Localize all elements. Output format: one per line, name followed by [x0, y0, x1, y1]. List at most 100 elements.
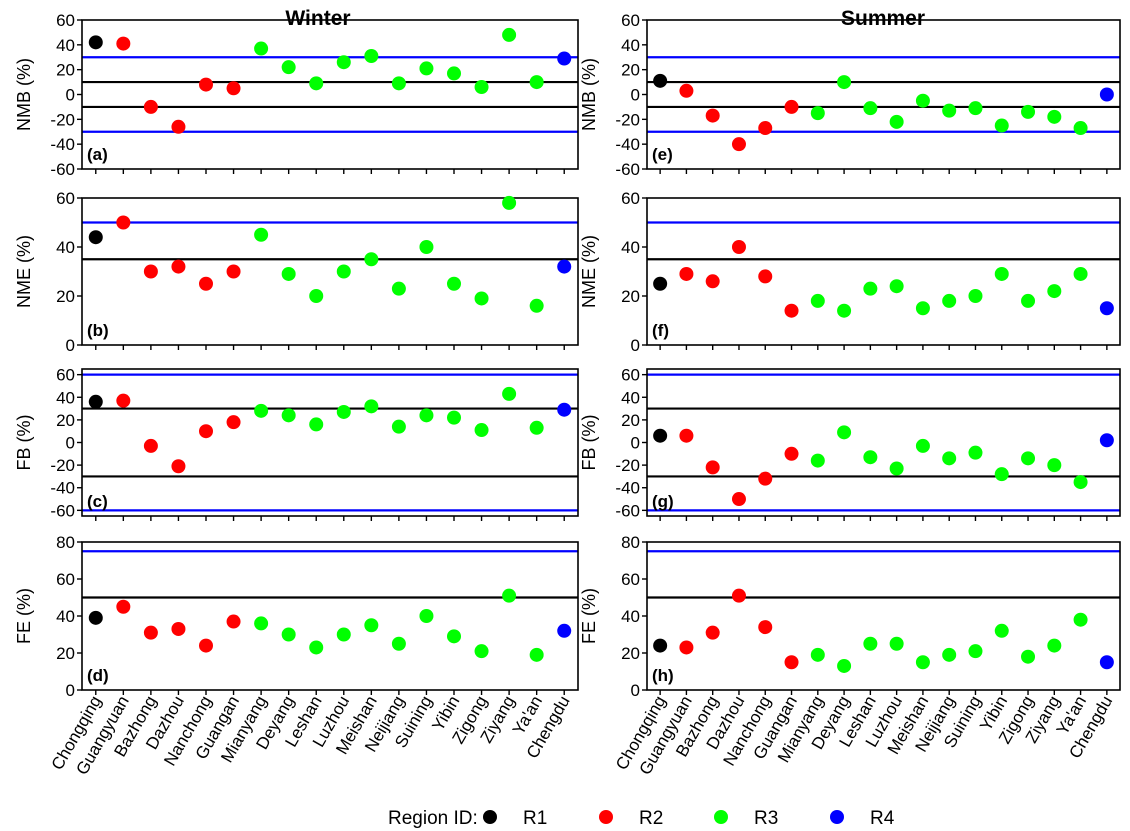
data-point [254, 227, 269, 242]
panel-label: (g) [652, 492, 674, 511]
data-point [731, 137, 746, 152]
data-point [364, 618, 379, 633]
y-tick-label: 60 [56, 189, 75, 208]
data-point [391, 636, 406, 651]
data-point [679, 640, 694, 655]
data-point [226, 81, 241, 96]
y-tick-label: 60 [621, 189, 640, 208]
data-point [529, 75, 544, 90]
data-point [336, 55, 351, 70]
data-point [758, 121, 773, 136]
data-point [731, 492, 746, 507]
data-point [863, 636, 878, 651]
data-point [254, 616, 269, 631]
y-tick-label: 20 [621, 411, 640, 430]
y-tick-label: -40 [50, 479, 75, 498]
data-point [474, 423, 489, 438]
data-point [336, 264, 351, 279]
data-point [889, 279, 904, 294]
y-tick-label: 80 [621, 533, 640, 552]
data-point [281, 627, 296, 642]
y-tick-label: 40 [621, 607, 640, 626]
data-point [116, 599, 131, 614]
y-tick-label: -60 [615, 501, 640, 520]
data-point [653, 73, 668, 88]
data-point [391, 281, 406, 296]
data-point [143, 438, 158, 453]
data-point [1047, 109, 1062, 124]
data-point [1073, 266, 1088, 281]
data-point [731, 240, 746, 254]
data-point [447, 629, 461, 644]
plot-frame [81, 541, 579, 691]
data-point [810, 106, 825, 121]
y-tick-label: 40 [56, 36, 75, 55]
data-point [116, 215, 131, 230]
panels: -60 -40 -20 0 20 40 60 NMB (%) (a) 0 20 40 60 NME (%)… [14, 11, 1121, 778]
y-tick-label: 60 [56, 11, 75, 30]
data-point [88, 610, 103, 625]
data-point [915, 301, 930, 316]
data-point [784, 655, 799, 670]
plot-frame [646, 368, 1121, 517]
y-tick-label: -40 [615, 479, 640, 498]
y-axis-label: FE (%) [579, 588, 599, 644]
data-point [705, 625, 720, 640]
data-point [994, 623, 1009, 638]
y-tick-label: -20 [50, 110, 75, 129]
legend-title: Region ID: [388, 808, 478, 829]
data-point [1099, 87, 1114, 102]
data-point [199, 77, 213, 92]
y-tick-label: 0 [631, 336, 640, 355]
data-point [784, 99, 799, 114]
data-point [281, 408, 296, 423]
data-point [705, 274, 720, 289]
y-tick-label: 0 [66, 86, 75, 105]
legend: Region ID: R1 R2 R3 R4 [388, 808, 895, 829]
data-point [784, 446, 799, 461]
data-point [1021, 451, 1036, 466]
data-point [758, 269, 773, 284]
plot-frame [646, 197, 1121, 346]
data-point [679, 83, 694, 98]
y-axis-label: NME (%) [579, 235, 599, 308]
column-title-winter: Winter [285, 7, 350, 30]
data-point [653, 276, 668, 291]
data-point [336, 404, 351, 419]
legend-label: R3 [754, 808, 778, 829]
data-point [199, 424, 213, 439]
y-tick-label: -60 [615, 160, 640, 179]
data-point [837, 658, 852, 673]
panel-label: (e) [652, 145, 673, 164]
data-point [679, 266, 694, 281]
y-tick-label: 60 [621, 366, 640, 385]
data-point [863, 450, 878, 465]
y-tick-label: 40 [56, 238, 75, 257]
data-point [915, 655, 930, 670]
data-point [758, 471, 773, 486]
data-point [1099, 433, 1114, 448]
data-point [968, 289, 983, 303]
data-point [171, 459, 186, 474]
data-point [143, 99, 158, 114]
data-point [474, 644, 489, 659]
y-tick-label: 0 [66, 681, 75, 700]
y-tick-label: 40 [621, 388, 640, 407]
data-point [364, 49, 379, 64]
data-point [1073, 121, 1088, 136]
panel-a: -60 -40 -20 0 20 40 60 NMB (%) (a) [14, 11, 579, 179]
data-point [199, 276, 213, 291]
data-point [1073, 612, 1088, 627]
data-point [88, 230, 103, 245]
data-point [143, 625, 158, 640]
data-point [1047, 638, 1062, 653]
data-point [502, 27, 517, 42]
data-point [88, 35, 103, 50]
data-point [529, 298, 544, 313]
panel-e: -60 -40 -20 0 20 40 60 NMB (%) (e) [579, 11, 1121, 179]
data-point [143, 264, 158, 279]
plot-frame [646, 541, 1121, 691]
data-point [309, 289, 324, 303]
data-point [254, 41, 269, 56]
